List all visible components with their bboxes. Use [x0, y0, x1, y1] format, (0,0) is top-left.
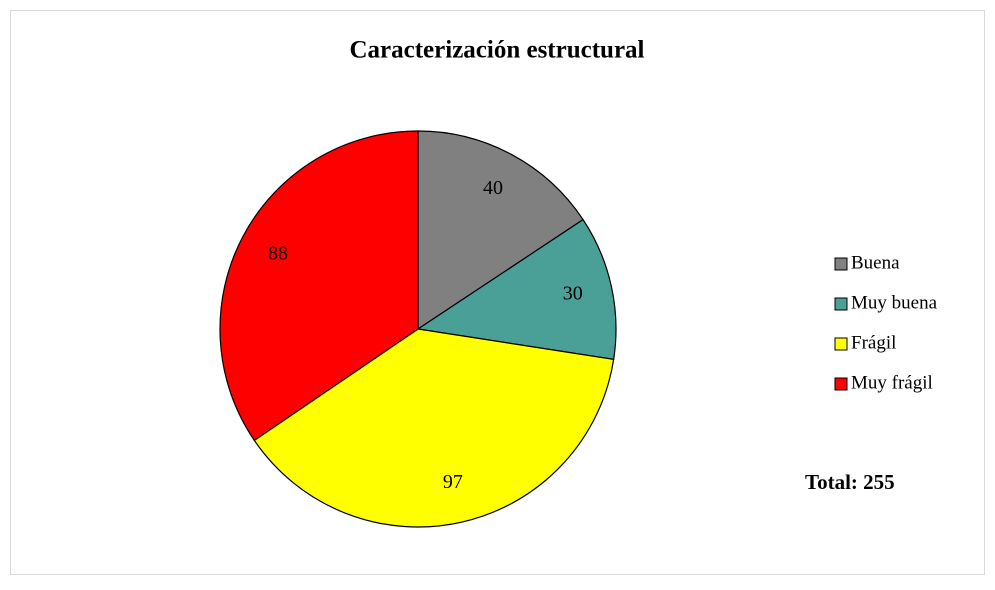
legend-swatch — [834, 257, 848, 271]
pie-slice — [417, 130, 584, 331]
data-label: 40 — [483, 177, 503, 199]
legend-label: Muy buena — [851, 292, 938, 313]
legend-swatch — [834, 337, 848, 351]
annotation: Total: 255 — [805, 470, 895, 494]
legend-swatch — [834, 297, 848, 311]
legend-swatch — [834, 377, 848, 391]
legend-label: Muy frágil — [851, 372, 933, 393]
pie-slice — [416, 218, 617, 361]
legend-label: Buena — [851, 252, 900, 273]
data-label: 97 — [443, 471, 463, 493]
pie-slice — [253, 328, 615, 528]
data-label: 88 — [268, 243, 288, 265]
legend-label: Frágil — [851, 332, 896, 353]
data-label: 30 — [563, 283, 583, 305]
chart-title: Caracterización estructural — [349, 37, 644, 64]
pie-slice — [219, 130, 419, 442]
